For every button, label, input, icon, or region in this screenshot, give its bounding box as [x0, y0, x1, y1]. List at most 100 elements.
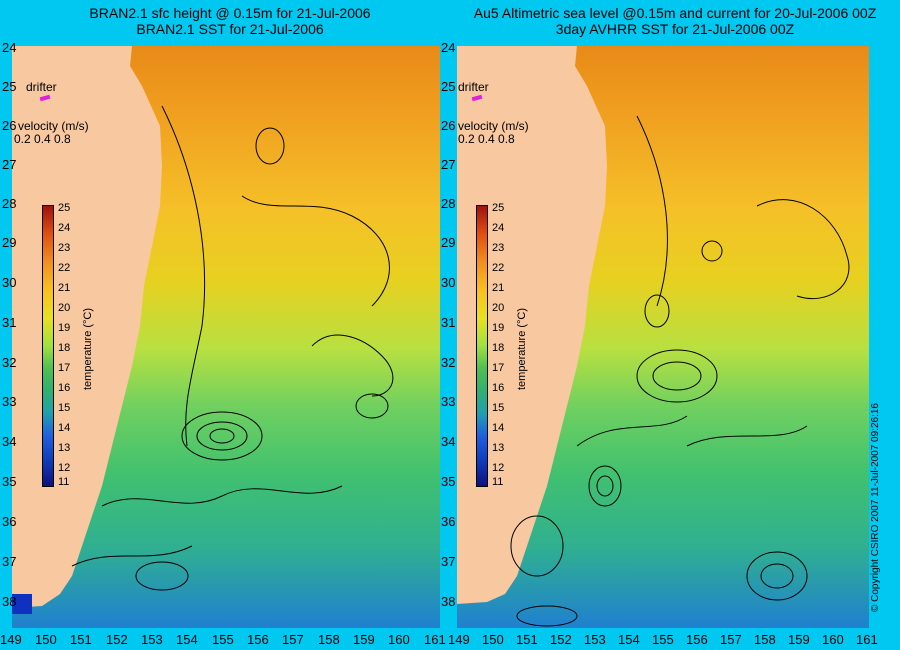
cb-label: 13: [58, 442, 71, 454]
x-tick: 149: [448, 632, 470, 647]
x-tick: 156: [686, 632, 708, 647]
cb-label: 11: [492, 476, 504, 488]
y-tick: 28: [2, 196, 17, 211]
cb-label: 20: [492, 302, 505, 314]
cb-label: 13: [492, 442, 505, 454]
x-tick: 161: [856, 632, 878, 647]
y-tick: 32: [441, 355, 456, 370]
cb-label: 17: [58, 362, 71, 374]
x-tick: 154: [176, 632, 198, 647]
y-tick: 36: [441, 514, 456, 529]
cb-label: 19: [58, 322, 71, 334]
x-tick: 150: [482, 632, 504, 647]
x-tick: 151: [70, 632, 92, 647]
left-panel-title: BRAN2.1 sfc height @ 0.15m for 21-Jul-20…: [20, 5, 440, 37]
x-tick: 157: [282, 632, 304, 647]
cb-label: 22: [492, 262, 505, 274]
left-colorbar: [42, 205, 54, 487]
y-tick: 30: [2, 275, 17, 290]
cb-label: 22: [58, 262, 71, 274]
x-tick: 153: [141, 632, 163, 647]
x-tick: 155: [652, 632, 674, 647]
right-panel-title: Au5 Altimetric sea level @0.15m and curr…: [450, 5, 900, 37]
x-tick: 152: [550, 632, 572, 647]
cb-label: 21: [492, 282, 505, 294]
cb-label: 15: [58, 402, 71, 414]
y-tick: 28: [441, 196, 456, 211]
right-title-line2: 3day AVHRR SST for 21-Jul-2006 00Z: [555, 21, 795, 37]
cb-label: 11: [58, 476, 70, 488]
y-tick: 38: [2, 594, 17, 609]
cb-label: 23: [58, 242, 71, 254]
left-velocity-label: velocity (m/s): [18, 119, 89, 133]
y-tick: 27: [2, 157, 17, 172]
cb-label: 19: [492, 322, 505, 334]
y-tick: 33: [2, 394, 17, 409]
cb-label: 16: [58, 382, 71, 394]
copyright-notice: © Copyright CSIRO 2007 11-Jul-2007 09:26…: [870, 403, 881, 612]
y-tick: 29: [2, 235, 17, 250]
y-tick: 37: [2, 554, 17, 569]
x-tick: 149: [0, 632, 22, 647]
cb-label: 12: [492, 462, 505, 474]
x-tick: 161: [424, 632, 446, 647]
y-tick: 31: [441, 315, 456, 330]
cb-label: 24: [492, 222, 505, 234]
x-tick: 160: [388, 632, 410, 647]
y-tick: 30: [441, 275, 456, 290]
y-tick: 31: [2, 315, 17, 330]
cb-label: 20: [58, 302, 71, 314]
x-tick: 159: [788, 632, 810, 647]
left-title-line1: BRAN2.1 sfc height @ 0.15m for 21-Jul-20…: [89, 5, 371, 21]
right-drifter-label: drifter: [458, 80, 489, 94]
x-tick: 155: [212, 632, 234, 647]
x-tick: 158: [754, 632, 776, 647]
cb-label: 18: [492, 342, 505, 354]
y-tick: 37: [441, 554, 456, 569]
left-drifter-label: drifter: [26, 80, 57, 94]
y-tick: 25: [2, 79, 17, 94]
right-map-panel: [457, 46, 869, 628]
cb-label: 25: [492, 202, 505, 214]
x-tick: 160: [822, 632, 844, 647]
cb-label: 15: [492, 402, 505, 414]
y-tick: 36: [2, 514, 17, 529]
y-tick: 25: [441, 79, 456, 94]
cb-label: 25: [58, 202, 71, 214]
y-tick: 26: [2, 118, 17, 133]
cb-label: 21: [58, 282, 71, 294]
x-tick: 153: [584, 632, 606, 647]
y-tick: 24: [441, 40, 456, 55]
y-tick: 26: [441, 118, 456, 133]
y-tick: 29: [441, 235, 456, 250]
right-colorbar: [476, 205, 488, 487]
left-map-panel: [12, 46, 440, 628]
y-tick: 27: [441, 157, 456, 172]
left-title-line2: BRAN2.1 SST for 21-Jul-2006: [136, 21, 324, 37]
cb-label: 14: [58, 422, 71, 434]
cb-label: 16: [492, 382, 505, 394]
y-tick: 24: [2, 40, 17, 55]
left-contours: [71, 105, 394, 591]
y-tick: 33: [441, 394, 456, 409]
right-title-line1: Au5 Altimetric sea level @0.15m and curr…: [473, 5, 877, 21]
x-tick: 150: [35, 632, 57, 647]
y-tick: 38: [441, 594, 456, 609]
x-tick: 157: [720, 632, 742, 647]
left-velocity-ticks: 0.2 0.4 0.8: [14, 132, 71, 146]
cb-label: 18: [58, 342, 71, 354]
x-tick: 158: [318, 632, 340, 647]
cb-label: 14: [492, 422, 505, 434]
cb-label: 17: [492, 362, 505, 374]
left-land-mask: [12, 46, 394, 614]
x-tick: 151: [516, 632, 538, 647]
left-colorbar-title: temperature (°C): [82, 307, 94, 390]
right-colorbar-title: temperature (°C): [516, 307, 528, 390]
y-tick: 34: [2, 434, 17, 449]
right-velocity-ticks: 0.2 0.4 0.8: [458, 132, 515, 146]
right-land-mask: [457, 46, 850, 627]
cb-label: 23: [492, 242, 505, 254]
x-tick: 152: [106, 632, 128, 647]
right-contours: [510, 115, 850, 627]
right-velocity-label: velocity (m/s): [458, 119, 529, 133]
